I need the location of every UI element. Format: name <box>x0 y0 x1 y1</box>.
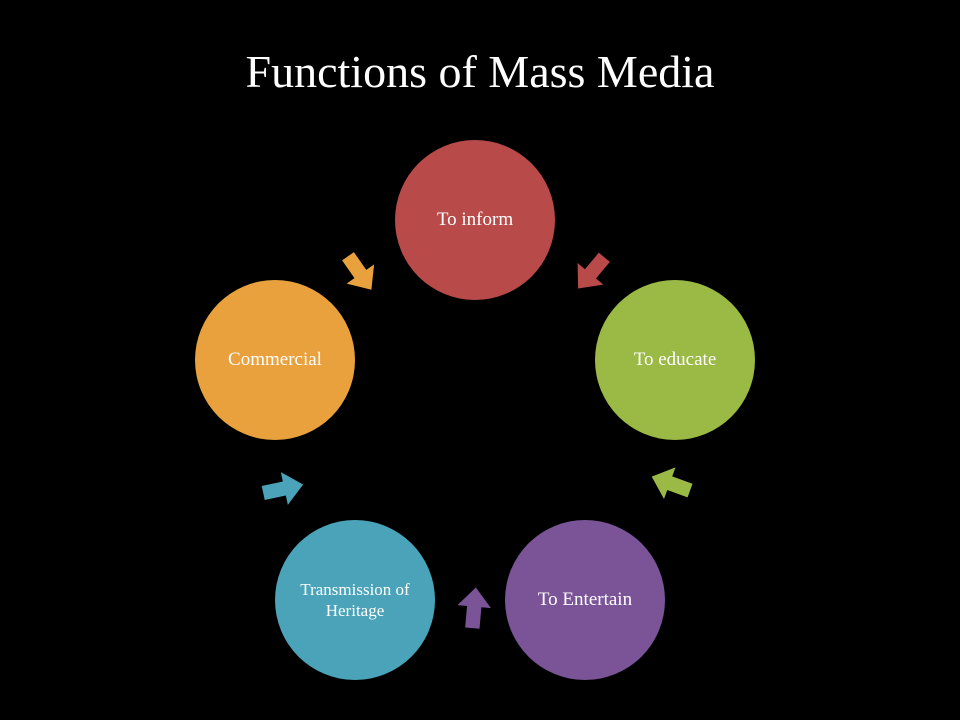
node-label: Transmission of Heritage <box>283 579 427 622</box>
node-commercial: Commercial <box>195 280 355 440</box>
node-label: To educate <box>634 348 717 372</box>
arrow-icon <box>641 453 703 515</box>
node-heritage: Transmission of Heritage <box>275 520 435 680</box>
node-label: To inform <box>437 208 513 232</box>
node-label: Commercial <box>228 348 322 372</box>
arrow-icon <box>448 583 500 635</box>
node-inform: To inform <box>395 140 555 300</box>
page-title: Functions of Mass Media <box>0 45 960 98</box>
node-entertain: To Entertain <box>505 520 665 680</box>
cycle-diagram: To inform To educate To Entertain Transm… <box>0 130 960 720</box>
node-label: To Entertain <box>538 588 632 612</box>
arrow-icon <box>254 461 311 518</box>
arrow-icon <box>326 239 393 306</box>
node-educate: To educate <box>595 280 755 440</box>
arrow-icon <box>558 238 626 306</box>
